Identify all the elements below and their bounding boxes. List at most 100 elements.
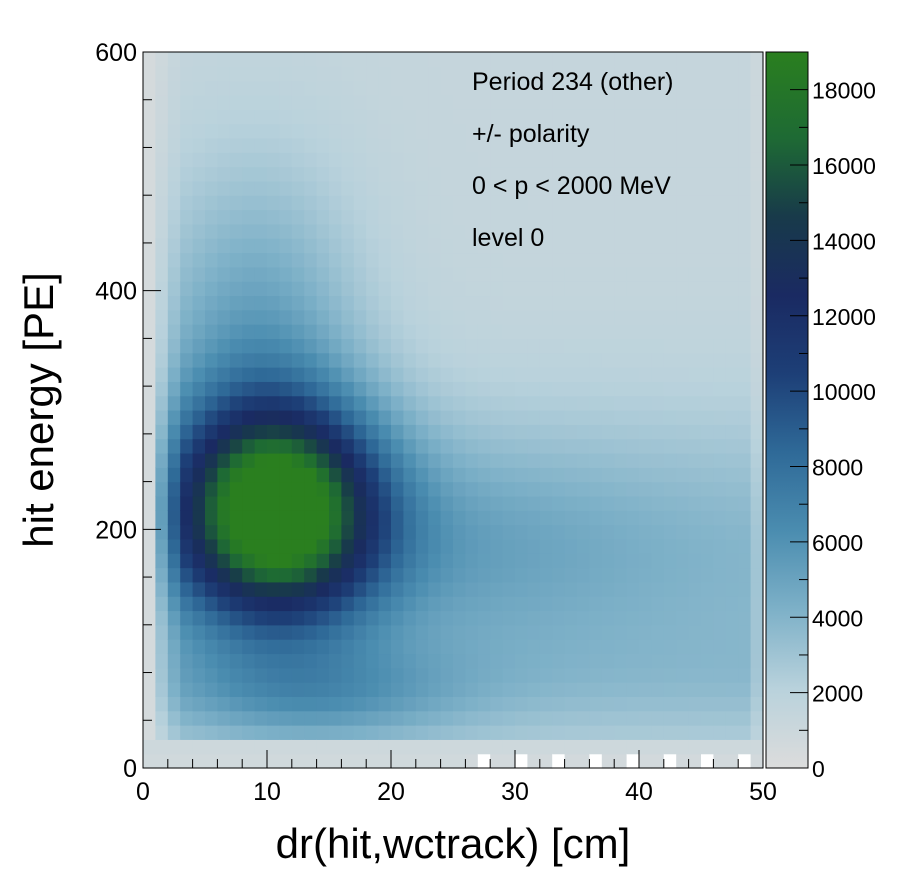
heatmap-cell <box>143 109 156 125</box>
heatmap-cell <box>353 610 367 626</box>
annotation-polarity: +/- polarity <box>472 120 590 148</box>
heatmap-cell <box>180 309 194 325</box>
heatmap-cell <box>192 438 206 454</box>
heatmap-cell <box>639 80 652 96</box>
heatmap-cell <box>229 137 243 153</box>
heatmap-cell <box>304 624 318 640</box>
heatmap-cell <box>242 739 256 755</box>
heatmap-cell <box>465 481 479 497</box>
heatmap-cell <box>403 367 417 382</box>
heatmap-cell <box>304 710 318 726</box>
heatmap-cell <box>403 266 417 282</box>
heatmap-cell <box>229 538 243 554</box>
heatmap-cell <box>477 753 491 769</box>
heatmap-cell <box>676 238 690 254</box>
heatmap-cell <box>453 180 466 196</box>
heatmap-cell <box>589 567 603 583</box>
heatmap-cell <box>577 352 590 368</box>
heatmap-cell <box>651 510 665 526</box>
heatmap-cell <box>688 109 702 125</box>
heatmap-cell <box>192 581 206 597</box>
heatmap-cell <box>527 94 541 110</box>
heatmap-cell <box>589 195 603 211</box>
heatmap-cell <box>440 667 454 683</box>
heatmap-cell <box>453 123 466 139</box>
heatmap-cell <box>192 295 206 311</box>
heatmap-cell <box>329 624 342 640</box>
heatmap-cell <box>589 338 603 354</box>
heatmap-cell <box>341 209 355 225</box>
heatmap-cell <box>725 166 739 182</box>
heatmap-cell <box>552 180 566 196</box>
heatmap-cell <box>366 238 380 254</box>
heatmap-cell <box>254 510 268 526</box>
heatmap-cell <box>552 710 566 726</box>
heatmap-cell <box>515 94 528 110</box>
heatmap-cell <box>651 252 665 268</box>
heatmap-cell <box>180 553 194 569</box>
heatmap-cell <box>477 653 491 669</box>
heatmap-cell <box>601 725 615 740</box>
heatmap-cell <box>143 596 156 612</box>
heatmap-cell <box>192 624 206 640</box>
heatmap-cell <box>403 452 417 468</box>
heatmap-cell <box>725 309 739 325</box>
heatmap-cell <box>477 252 491 268</box>
heatmap-cell <box>415 481 429 497</box>
heatmap-cell <box>614 639 628 655</box>
heatmap-cell <box>316 624 330 640</box>
heatmap-cell <box>589 696 603 712</box>
heatmap-cell <box>143 223 156 239</box>
heatmap-cell <box>192 223 206 239</box>
heatmap-cell <box>564 367 578 382</box>
heatmap-cell <box>316 739 330 755</box>
heatmap-cell <box>155 510 169 526</box>
heatmap-cell <box>738 538 752 554</box>
heatmap-cell <box>316 424 330 440</box>
heatmap-cell <box>180 66 194 82</box>
heatmap-cell <box>192 653 206 669</box>
heatmap-cell <box>502 137 516 153</box>
heatmap-cell <box>663 367 677 382</box>
heatmap-cell <box>626 710 640 726</box>
heatmap-cell <box>192 352 206 368</box>
heatmap-cell <box>428 238 442 254</box>
heatmap-cell <box>750 682 764 697</box>
heatmap-cell <box>378 739 392 755</box>
heatmap-cell <box>539 739 553 755</box>
heatmap-cell <box>465 538 479 554</box>
heatmap-cell <box>229 381 243 397</box>
heatmap-cell <box>366 739 380 755</box>
heatmap-cell <box>477 180 491 196</box>
heatmap-cell <box>676 438 690 454</box>
heatmap-cell <box>502 682 516 697</box>
heatmap-cell <box>527 266 541 282</box>
heatmap-cell <box>527 639 541 655</box>
heatmap-cell <box>167 381 181 397</box>
heatmap-cell <box>155 610 169 626</box>
heatmap-cell <box>663 510 677 526</box>
heatmap-cell <box>143 395 156 411</box>
heatmap-cell <box>316 610 330 626</box>
heatmap-cell <box>601 510 615 526</box>
heatmap-cell <box>477 152 491 168</box>
heatmap-cell <box>391 467 404 483</box>
heatmap-cell <box>589 381 603 397</box>
heatmap-cell <box>453 696 466 712</box>
heatmap-cell <box>713 538 727 554</box>
heatmap-cell <box>515 510 528 526</box>
heatmap-cell <box>639 667 652 683</box>
heatmap-cell <box>688 710 702 726</box>
heatmap-cell <box>155 596 169 612</box>
heatmap-cell <box>688 481 702 497</box>
heatmap-cell <box>180 567 194 583</box>
heatmap-cell <box>639 438 652 454</box>
heatmap-cell <box>155 266 169 282</box>
heatmap-cell <box>267 281 280 297</box>
heatmap-cell <box>750 395 764 411</box>
heatmap-cell <box>167 481 181 497</box>
heatmap-cell <box>515 238 528 254</box>
heatmap-cell <box>279 324 293 339</box>
heatmap-cell <box>391 510 404 526</box>
heatmap-cell <box>713 209 727 225</box>
